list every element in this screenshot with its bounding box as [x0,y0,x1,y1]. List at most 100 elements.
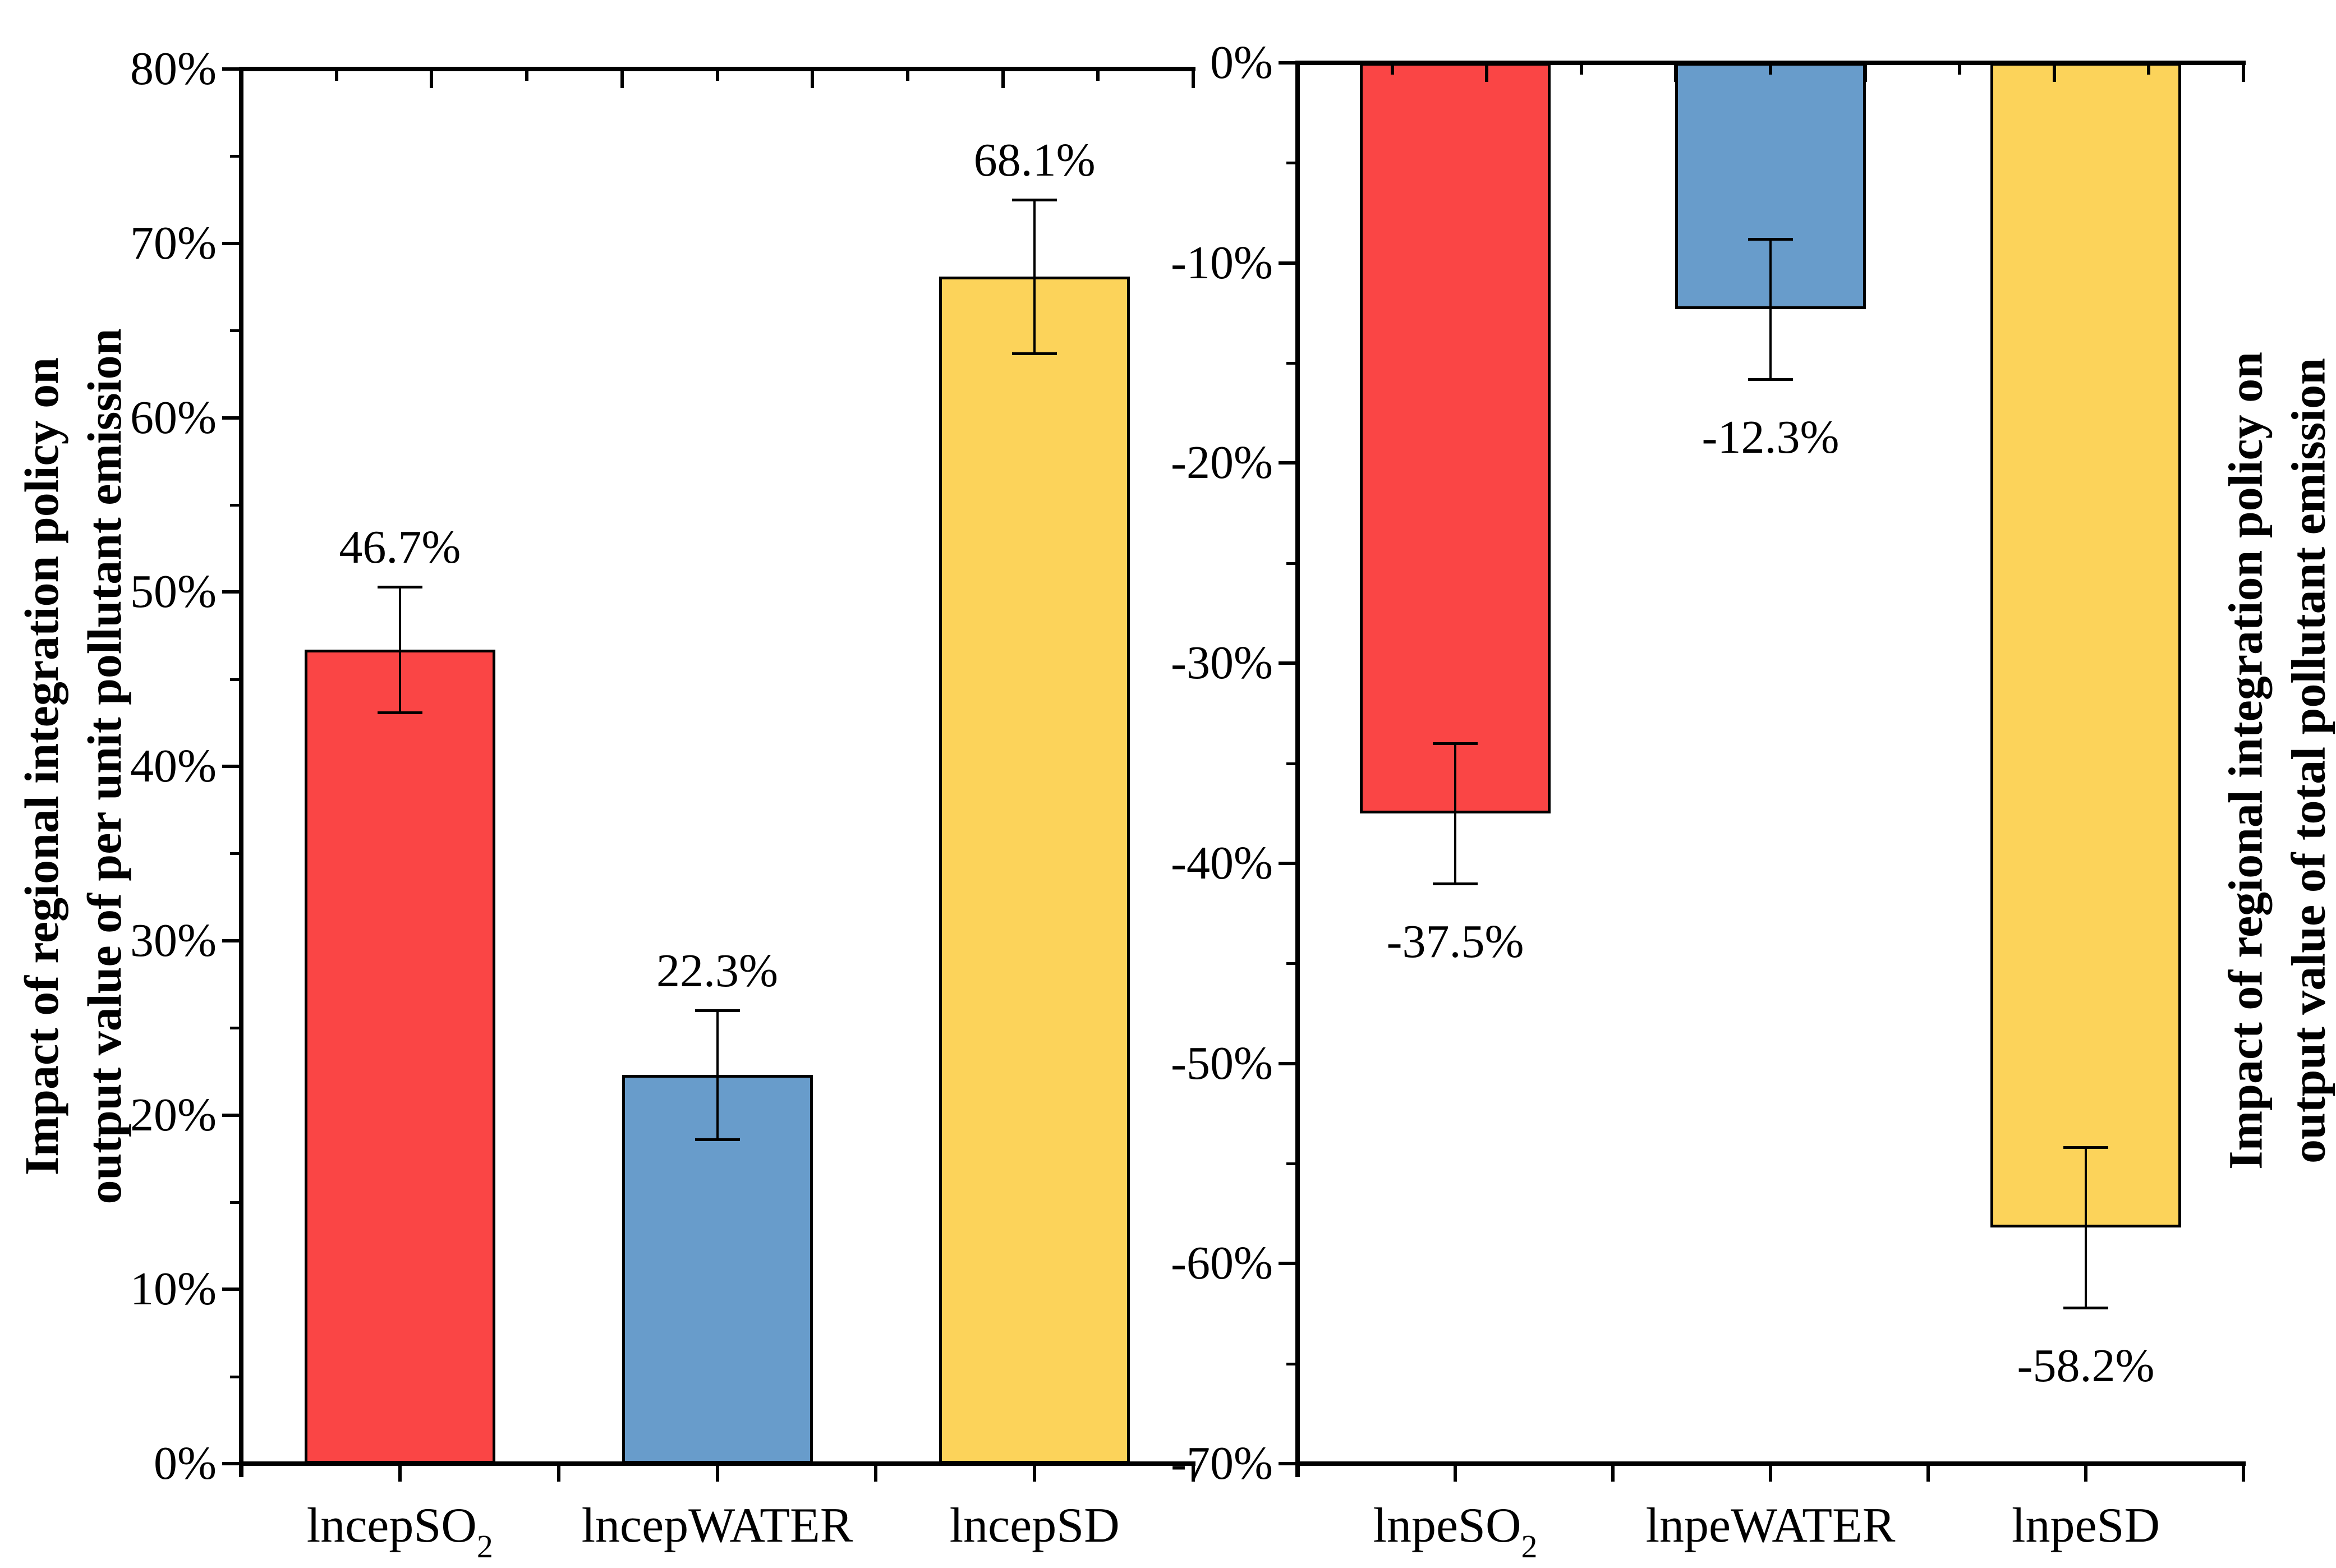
y-major-tick [222,1113,239,1117]
y-minor-tick [230,155,239,158]
bar [304,649,495,1464]
y-tick-label: 40% [130,740,217,792]
category-label-text: lncepSO [306,1498,477,1553]
y-tick-label: -20% [1171,436,1273,489]
top-inward-minor-tick [1958,65,1962,75]
top-inward-tick [430,71,434,88]
top-inward-tick [2242,65,2245,82]
value-label: 22.3% [656,945,778,997]
top-inward-minor-tick [1390,65,1394,75]
error-bar-line [1769,238,1772,379]
error-bar-cap [1012,199,1057,202]
y-minor-tick [230,1375,239,1378]
axis-title-line: output value of total pollutant emission [2281,358,2335,1164]
category-label: lnpeWATER [1574,1495,1967,1568]
top-inward-tick [811,71,815,88]
x-axis-line [1295,1461,2246,1466]
error-bar-cap [695,1138,740,1141]
y-tick-label: 30% [130,914,217,967]
top-inward-tick [1001,71,1005,88]
y-tick-label: 70% [130,217,217,269]
y-major-tick [222,1287,239,1291]
y-minor-tick [230,1027,239,1030]
top-axis-line [239,67,1195,71]
y-minor-tick [1286,362,1295,365]
y-tick-label: -50% [1171,1037,1273,1089]
x-tick [1192,1466,1195,1482]
y-major-tick [222,939,239,942]
error-bar-cap [1012,352,1057,355]
category-label: lncepWATER [521,1495,914,1568]
x-tick [1611,1466,1615,1482]
category-label-text: lnpeWATER [1645,1498,1896,1553]
y-minor-tick [230,1201,239,1204]
value-label: 46.7% [339,521,461,573]
top-inward-tick [1192,71,1195,88]
top-inward-minor-tick [525,71,529,81]
error-bar-cap [695,1009,740,1013]
category-label-text: lncepWATER [581,1498,853,1553]
y-tick-label: 50% [130,565,217,618]
top-inward-minor-tick [715,71,719,81]
category-label-subscript: 2 [476,1528,493,1565]
axis-title-right: Impact of regional integration policy on… [2214,61,2336,1461]
top-inward-minor-tick [1579,65,1583,75]
error-bar-cap [1433,742,1478,745]
y-minor-tick [230,329,239,333]
y-tick-label: 0% [1210,36,1273,89]
error-bar-cap [2063,1306,2108,1309]
error-bar-cap [377,711,422,714]
category-label: lnpeSO2 [1259,1495,1652,1568]
y-major-tick [1279,261,1295,265]
y-major-tick [222,765,239,768]
y-minor-tick [1286,1362,1295,1365]
category-label-text: lncepSD [949,1498,1120,1553]
x-tick [2084,1466,2087,1482]
y-minor-tick [230,852,239,856]
y-tick-label: -70% [1171,1437,1273,1489]
y-major-tick [222,416,239,420]
category-label: lncepSO2 [204,1495,596,1568]
top-inward-minor-tick [2147,65,2151,75]
value-label: -12.3% [1702,411,1840,463]
y-tick-label: 10% [130,1263,217,1316]
x-axis-line [239,1461,1195,1466]
category-label-text: lnpeSD [2012,1498,2160,1553]
x-tick [1769,1466,1772,1482]
category-label-subscript: 2 [1521,1528,1538,1565]
y-major-tick [222,590,239,594]
top-inward-tick [620,71,624,88]
top-inward-tick [1674,65,1678,82]
x-tick [557,1466,560,1482]
top-inward-tick [2052,65,2056,82]
top-inward-minor-tick [1769,65,1772,75]
y-tick-label: 0% [154,1437,217,1489]
y-major-tick [1279,1262,1295,1266]
top-inward-minor-tick [1096,71,1100,81]
category-label: lnpeSD [1889,1495,2282,1568]
y-tick-label: 20% [130,1088,217,1141]
y-tick-label: 60% [130,391,217,444]
y-tick-label: -30% [1171,637,1273,689]
top-inward-tick [1863,65,1867,82]
y-major-tick [222,241,239,245]
error-bar-line [1454,743,1456,884]
y-major-tick [1279,661,1295,665]
error-bar-line [2085,1147,2087,1308]
y-minor-tick [230,503,239,507]
x-tick [874,1466,878,1482]
y-major-tick [222,1462,239,1465]
y-major-tick [1279,1462,1295,1465]
value-label: 68.1% [973,134,1096,187]
y-major-tick [1279,861,1295,865]
y-major-tick [222,67,239,71]
bar [939,276,1130,1464]
x-tick [715,1466,719,1482]
x-tick [398,1466,402,1482]
y-major-tick [1279,461,1295,465]
x-tick [1926,1466,1930,1482]
category-label: lncepSD [838,1495,1231,1568]
y-tick-label: -10% [1171,236,1273,289]
error-bar-cap [1433,882,1478,885]
